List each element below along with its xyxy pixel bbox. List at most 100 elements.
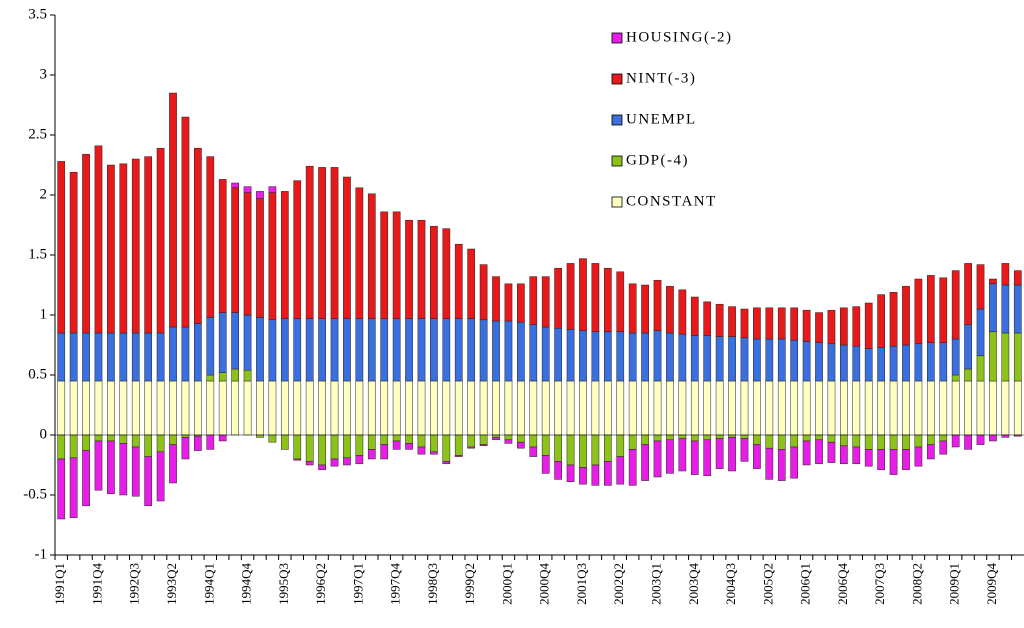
bar-segment	[442, 461, 451, 465]
bar-segment	[69, 171, 78, 334]
bar-segment	[753, 338, 761, 382]
bar-segment	[765, 447, 774, 480]
bar-segment	[989, 278, 997, 285]
bar-segment	[94, 332, 103, 382]
bar-segment	[765, 434, 774, 449]
bar-segment	[889, 345, 898, 382]
bar-segment	[690, 440, 699, 475]
bar-segment	[926, 380, 935, 436]
bar-segment	[889, 291, 898, 347]
bar-segment	[715, 380, 724, 436]
bar-segment	[169, 326, 177, 382]
x-tick-label: 1992Q3	[127, 563, 142, 605]
bar-segment	[541, 326, 550, 382]
bar-segment	[293, 318, 302, 382]
bar-segment	[94, 145, 103, 334]
bar-segment	[1001, 434, 1010, 438]
bar-segment	[268, 380, 277, 436]
bar-segment	[69, 457, 78, 519]
bar-segment	[156, 332, 165, 382]
bar-segment	[777, 338, 786, 382]
x-tick-label: 2009Q1	[947, 563, 962, 605]
bar-segment	[591, 380, 600, 436]
bar-segment	[715, 336, 724, 382]
bar-segment	[144, 456, 153, 507]
x-tick-label: 1997Q4	[388, 563, 403, 605]
bar-segment	[914, 380, 923, 436]
y-tick-label: -0.5	[23, 486, 47, 502]
bar-segment	[964, 434, 972, 450]
bar-segment	[442, 380, 451, 436]
bar-segment	[380, 444, 389, 460]
bar-segment	[541, 455, 550, 474]
bar-segment	[268, 434, 277, 443]
bar-segment	[641, 434, 649, 445]
bar-segment	[169, 380, 177, 436]
bar-segment	[840, 434, 848, 447]
bar-segment	[57, 161, 66, 334]
bar-segment	[479, 444, 488, 447]
bar-segment	[566, 263, 575, 330]
bar-segment	[1001, 332, 1010, 382]
bar-segment	[280, 434, 289, 450]
bar-segment	[69, 380, 78, 436]
bar-segment	[417, 380, 426, 436]
bar-segment	[603, 434, 612, 462]
bar-segment	[840, 445, 848, 465]
bar-segment	[864, 449, 873, 467]
bar-segment	[392, 318, 401, 382]
bar-segment	[753, 434, 761, 445]
bar-segment	[566, 464, 575, 483]
bar-segment	[417, 318, 426, 382]
bar-segment	[343, 457, 351, 466]
bar-segment	[131, 434, 140, 448]
bar-segment	[243, 192, 252, 316]
bar-segment	[293, 458, 302, 461]
bar-segment	[492, 380, 500, 436]
bar-segment	[616, 434, 625, 457]
bar-segment	[939, 434, 948, 442]
bar-segment	[405, 380, 413, 436]
bar-segment	[367, 434, 376, 450]
bar-segment	[305, 165, 314, 319]
bar-segment	[902, 449, 910, 471]
bar-segment	[367, 318, 376, 382]
bar-segment	[367, 193, 376, 319]
bar-segment	[703, 434, 712, 441]
legend-swatch	[611, 73, 623, 85]
bar-segment	[989, 283, 997, 333]
bar-segment	[579, 434, 587, 468]
bar-segment	[492, 434, 500, 438]
bar-segment	[529, 380, 538, 436]
bar-segment	[268, 186, 277, 193]
x-tick-label: 2000Q4	[537, 563, 552, 605]
y-tick-label: 0	[40, 426, 48, 442]
bar-segment	[218, 179, 227, 313]
bar-segment	[554, 380, 562, 436]
bar-segment	[231, 368, 239, 382]
bar-segment	[268, 192, 277, 321]
bar-segment	[206, 380, 215, 436]
bar-segment	[728, 434, 736, 438]
bar-segment	[430, 451, 438, 455]
bar-segment	[678, 438, 687, 472]
bar-segment	[454, 434, 463, 456]
bar-segment	[405, 318, 413, 382]
bar-segment	[653, 440, 662, 478]
bar-segment	[554, 327, 562, 382]
bar-segment	[82, 450, 90, 507]
bar-segment	[616, 380, 625, 436]
bar-segment	[280, 191, 289, 319]
bar-segment	[802, 380, 811, 436]
bar-segment	[815, 312, 823, 343]
bar-segment	[119, 443, 128, 496]
bar-segment	[231, 187, 239, 313]
bar-segment	[479, 264, 488, 321]
bar-segment	[417, 434, 426, 448]
bar-segment	[690, 434, 699, 442]
bar-segment	[529, 276, 538, 325]
bar-segment	[541, 276, 550, 328]
bar-segment	[877, 294, 885, 348]
bar-segment	[964, 324, 972, 370]
